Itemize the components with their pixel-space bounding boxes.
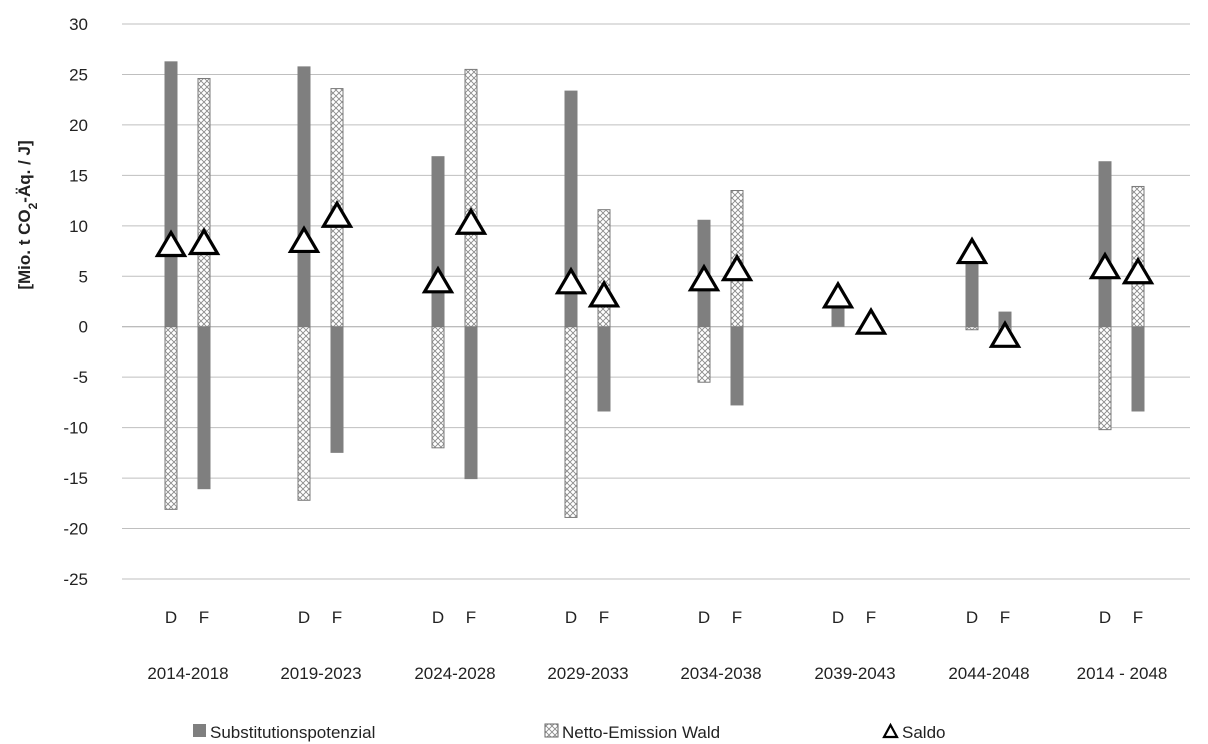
bar-substitution xyxy=(297,66,311,327)
saldo-marker xyxy=(154,229,188,258)
saldo-marker xyxy=(1088,251,1122,280)
y-tick-label: 5 xyxy=(79,267,88,286)
x-sub-label: D xyxy=(565,608,577,627)
bar-substitution xyxy=(464,326,478,480)
legend-triangle-icon xyxy=(882,722,899,739)
bar-substitution xyxy=(431,156,445,327)
y-tick-label: -5 xyxy=(73,368,88,387)
legend-label-substitution: Substitutionspotenzial xyxy=(210,723,375,742)
bar-netto-emission xyxy=(197,77,211,328)
bar-netto-emission xyxy=(431,326,445,449)
y-tick-label: -20 xyxy=(63,520,88,539)
x-sub-label: F xyxy=(332,608,342,627)
y-tick-label: 25 xyxy=(69,65,88,84)
bar-netto-emission xyxy=(697,326,711,383)
x-period-label: 2029-2033 xyxy=(547,664,628,683)
x-sub-label: F xyxy=(199,608,209,627)
x-sub-label: F xyxy=(466,608,476,627)
legend-swatch-netto xyxy=(544,723,559,738)
x-period-label: 2044-2048 xyxy=(948,664,1029,683)
x-period-label: 2039-2043 xyxy=(814,664,895,683)
x-sub-label: D xyxy=(832,608,844,627)
bar-substitution xyxy=(998,311,1012,327)
bar-substitution xyxy=(197,326,211,490)
saldo-marker xyxy=(687,263,721,292)
x-sub-label: D xyxy=(1099,608,1111,627)
bar-substitution xyxy=(330,326,344,453)
x-sub-label: D xyxy=(298,608,310,627)
x-period-label: 2034-2038 xyxy=(680,664,761,683)
saldo-marker xyxy=(854,307,888,335)
bar-netto-emission xyxy=(564,326,578,518)
legend-label-saldo: Saldo xyxy=(902,723,945,742)
x-sub-label: F xyxy=(1133,608,1143,627)
x-sub-label: D xyxy=(432,608,444,627)
y-tick-label: 20 xyxy=(69,116,88,135)
x-sub-label: D xyxy=(966,608,978,627)
y-tick-label: -25 xyxy=(63,570,88,589)
y-tick-label: 30 xyxy=(69,15,88,34)
bar-substitution xyxy=(1098,161,1112,327)
bar-substitution xyxy=(597,326,611,412)
x-sub-label: F xyxy=(866,608,876,627)
bar-substitution xyxy=(730,326,744,406)
x-sub-label: D xyxy=(698,608,710,627)
y-axis-title: [Mio. t CO2-Äq. / J] xyxy=(15,140,40,289)
bar-netto-emission xyxy=(464,68,478,328)
bar-substitution xyxy=(564,90,578,327)
bar-netto-emission xyxy=(164,326,178,510)
bar-substitution xyxy=(1131,326,1145,412)
x-axis-labels: D F 2014-2018 D F 2019-2023 D F 2024-2028 D F 2029-… xyxy=(147,608,1167,683)
y-tick-label: -15 xyxy=(63,469,88,488)
bar-substitution xyxy=(965,250,979,327)
x-sub-label: F xyxy=(1000,608,1010,627)
saldo-marker xyxy=(320,200,354,228)
x-period-label: 2019-2023 xyxy=(280,664,361,683)
saldo-markers xyxy=(154,200,1155,348)
bar-substitution xyxy=(164,61,178,327)
saldo-marker xyxy=(1121,256,1155,285)
saldo-marker xyxy=(421,265,455,294)
bar-netto-emission xyxy=(597,209,611,328)
grid-lines xyxy=(122,23,1190,580)
saldo-marker xyxy=(587,279,621,308)
x-sub-label: D xyxy=(165,608,177,627)
x-period-label: 2014 - 2048 xyxy=(1077,664,1168,683)
y-tick-label: 10 xyxy=(69,217,88,236)
saldo-marker xyxy=(187,227,221,256)
saldo-marker xyxy=(988,320,1022,348)
bar-netto-emission xyxy=(965,326,979,331)
x-sub-label: F xyxy=(732,608,742,627)
bars xyxy=(164,61,1145,518)
legend-swatch-substitution xyxy=(193,724,206,737)
saldo-marker xyxy=(821,280,855,309)
saldo-marker xyxy=(720,253,754,282)
saldo-marker xyxy=(955,236,989,265)
legend-label-netto: Netto-Emission Wald xyxy=(562,723,720,742)
y-tick-label: -10 xyxy=(63,419,88,438)
saldo-marker xyxy=(287,225,321,254)
y-tick-label: 15 xyxy=(69,166,88,185)
saldo-marker xyxy=(554,266,588,295)
saldo-marker xyxy=(454,207,488,235)
y-axis-ticks: -25 -20 -15 -10 -5 0 5 10 15 20 25 30 xyxy=(63,15,88,589)
x-period-label: 2024-2028 xyxy=(414,664,495,683)
x-period-label: 2014-2018 xyxy=(147,664,228,683)
bar-netto-emission xyxy=(1098,326,1112,431)
bar-netto-emission xyxy=(297,326,311,501)
legend: Substitutionspotenzial Netto-Emission Wa… xyxy=(193,722,945,742)
x-sub-label: F xyxy=(599,608,609,627)
y-tick-label: 0 xyxy=(79,318,88,337)
